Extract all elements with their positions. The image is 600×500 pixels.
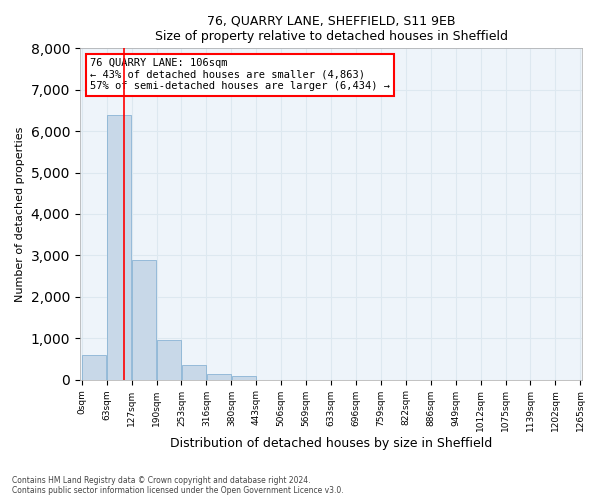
Bar bbox=[232, 376, 256, 380]
Text: 76 QUARRY LANE: 106sqm
← 43% of detached houses are smaller (4,863)
57% of semi-: 76 QUARRY LANE: 106sqm ← 43% of detached… bbox=[90, 58, 390, 92]
Text: Contains HM Land Registry data © Crown copyright and database right 2024.
Contai: Contains HM Land Registry data © Crown c… bbox=[12, 476, 344, 495]
Bar bbox=[182, 364, 206, 380]
Bar bbox=[82, 355, 106, 380]
Bar bbox=[157, 340, 181, 380]
Bar bbox=[206, 374, 231, 380]
Y-axis label: Number of detached properties: Number of detached properties bbox=[15, 126, 25, 302]
Title: 76, QUARRY LANE, SHEFFIELD, S11 9EB
Size of property relative to detached houses: 76, QUARRY LANE, SHEFFIELD, S11 9EB Size… bbox=[155, 15, 508, 43]
Bar bbox=[132, 260, 156, 380]
Bar bbox=[107, 116, 131, 380]
X-axis label: Distribution of detached houses by size in Sheffield: Distribution of detached houses by size … bbox=[170, 437, 492, 450]
